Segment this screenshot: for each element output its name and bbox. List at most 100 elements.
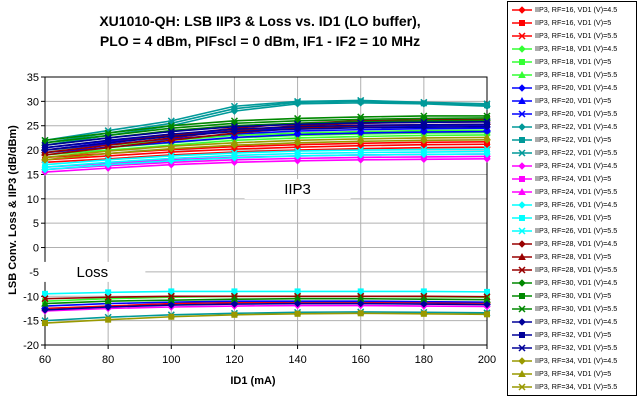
legend-label: IIP3, RF=18, VD1 (V)=5 (535, 57, 612, 66)
series-path (44, 302, 488, 311)
legend-swatch (512, 96, 532, 104)
legend-swatch (512, 266, 532, 274)
legend-item: IIP3, RF=34, VD1 (V)=4.5 (511, 355, 636, 366)
x-tick-label: 140 (288, 354, 306, 366)
series-line (41, 133, 491, 161)
series-line (42, 288, 490, 297)
data-point (518, 279, 526, 287)
series-line (42, 114, 490, 146)
series-path (44, 134, 488, 156)
data-point (230, 138, 239, 146)
data-point (41, 299, 49, 307)
legend-label: IIP3, RF=34, VD1 (V)=5 (535, 369, 612, 378)
legend-item: IIP3, RF=24, VD1 (V)=4.5 (511, 160, 636, 171)
annotation-iip3: IIP3 (284, 181, 311, 198)
data-point (231, 288, 238, 295)
x-tick-label: 100 (162, 354, 180, 366)
data-point (518, 240, 526, 248)
data-point (483, 300, 491, 309)
legend-label: IIP3, RF=18, VD1 (V)=5.5 (535, 70, 618, 79)
legend-label: IIP3, RF=24, VD1 (V)=4.5 (535, 161, 618, 170)
data-point (420, 146, 428, 154)
data-point (357, 119, 365, 127)
data-point (357, 310, 364, 317)
series-path (44, 125, 488, 151)
legend-item: IIP3, RF=16, VD1 (V)=5 (511, 17, 636, 28)
legend-label: IIP3, RF=32, VD1 (V)=5 (535, 330, 612, 339)
x-tick-label: 160 (352, 354, 370, 366)
legend-swatch (512, 383, 532, 391)
legend-label: IIP3, RF=22, VD1 (V)=4.5 (535, 122, 618, 131)
legend-swatch (512, 252, 532, 260)
chart-legend: IIP3, RF=16, VD1 (V)=4.5 IIP3, RF=16, VD1… (507, 1, 637, 396)
data-point (518, 187, 526, 195)
data-point (294, 97, 302, 105)
legend-label: IIP3, RF=34, VD1 (V)=4.5 (535, 356, 618, 365)
data-point (230, 102, 238, 110)
data-point (518, 252, 526, 260)
data-point (230, 117, 238, 125)
data-point (230, 123, 238, 131)
x-tick-label: 60 (39, 354, 51, 366)
series-line (41, 294, 491, 307)
data-point (484, 311, 490, 318)
series-path (44, 115, 487, 142)
legend-label: IIP3, RF=26, VD1 (V)=5.5 (535, 226, 618, 235)
series-path (44, 155, 488, 171)
data-point (518, 32, 526, 40)
legend-swatch (512, 162, 532, 170)
series-path (44, 295, 488, 300)
data-point (357, 96, 365, 104)
legend-label: IIP3, RF=20, VD1 (V)=4.5 (535, 83, 618, 92)
tick-labels: -20 -15 -10 -5 0 5 10 15 20 25 30 35 60 80 100 120 140 16… (23, 72, 496, 366)
data-point (167, 142, 176, 150)
legend-item: IIP3, RF=20, VD1 (V)=4.5 (511, 82, 636, 93)
data-point (518, 96, 526, 104)
y-tick-label: -10 (23, 291, 39, 303)
legend-label: IIP3, RF=18, VD1 (V)=4.5 (535, 44, 618, 53)
legend-swatch (512, 279, 532, 287)
data-point (230, 300, 239, 308)
data-point (104, 147, 112, 155)
legend-swatch (512, 20, 532, 26)
legend-label: IIP3, RF=34, VD1 (V)=5.5 (535, 382, 618, 391)
data-point (294, 288, 301, 295)
data-point (483, 100, 491, 108)
data-point (420, 300, 428, 308)
series-path (44, 123, 488, 149)
data-point (104, 134, 112, 142)
series-line (41, 145, 491, 169)
series-path (44, 139, 488, 161)
data-point (483, 133, 491, 141)
data-point (357, 288, 364, 295)
annotation-box (244, 179, 351, 200)
legend-swatch (512, 357, 532, 365)
series-path (44, 297, 488, 305)
legend-item: IIP3, RF=24, VD1 (V)=5 (511, 173, 636, 184)
legend-swatch (512, 305, 532, 313)
series-path (44, 150, 488, 168)
legend-item: IIP3, RF=26, VD1 (V)=5.5 (511, 225, 636, 236)
legend-item: IIP3, RF=28, VD1 (V)=5.5 (511, 264, 636, 275)
y-tick-label: 20 (27, 145, 39, 157)
legend-item: IIP3, RF=18, VD1 (V)=5 (511, 56, 636, 67)
series-layer (41, 96, 491, 327)
data-point (41, 161, 49, 169)
legend-item: IIP3, RF=24, VD1 (V)=5.5 (511, 186, 636, 197)
legend-item: IIP3, RF=20, VD1 (V)=5 (511, 95, 636, 106)
data-point (483, 112, 491, 120)
legend-item: IIP3, RF=28, VD1 (V)=5 (511, 251, 636, 262)
y-tick-label: 0 (33, 243, 39, 255)
series-line (42, 148, 490, 171)
legend-swatch (512, 240, 532, 248)
data-point (167, 128, 175, 136)
legend-swatch (512, 32, 532, 40)
data-point (104, 156, 112, 164)
legend-item: IIP3, RF=16, VD1 (V)=4.5 (511, 4, 636, 15)
x-tick-label: 120 (225, 354, 243, 366)
data-point (518, 266, 526, 274)
data-point (519, 215, 525, 221)
legend-label: IIP3, RF=22, VD1 (V)=5 (535, 135, 612, 144)
